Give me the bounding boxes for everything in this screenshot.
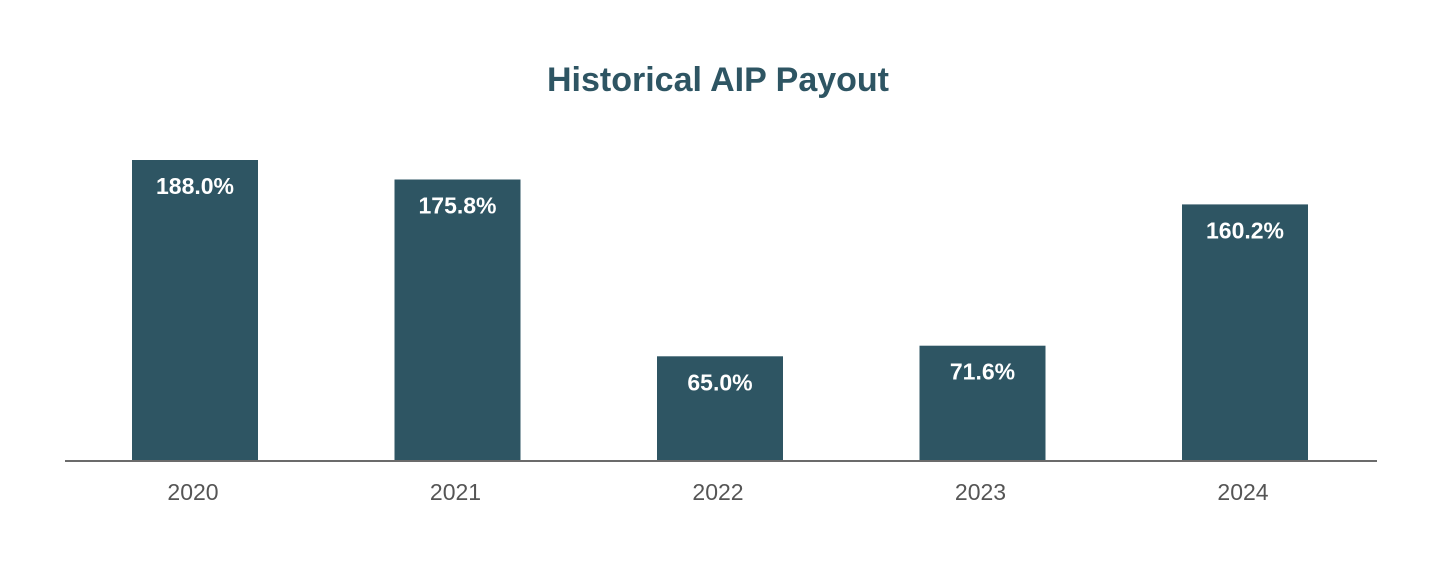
bar-2022 xyxy=(657,356,783,460)
data-label-2022: 65.0% xyxy=(687,369,752,395)
data-label-2021: 175.8% xyxy=(418,193,496,219)
x-tick-label-2024: 2024 xyxy=(1217,479,1268,505)
x-tick-label-2021: 2021 xyxy=(430,479,481,505)
bar-2021 xyxy=(394,179,521,460)
bar-2020 xyxy=(132,160,258,460)
x-axis-ticks: 2020 2021 2022 2023 2024 xyxy=(167,479,1268,505)
x-tick-label-2020: 2020 xyxy=(167,479,218,505)
chart-title: Historical AIP Payout xyxy=(547,61,889,99)
bars-group: 188.0% 175.8% 65.0% 71.6% 160.2% xyxy=(132,160,1308,460)
bar-2023 xyxy=(919,345,1046,460)
data-label-2020: 188.0% xyxy=(156,173,234,199)
bar-2024 xyxy=(1182,204,1308,460)
data-label-2024: 160.2% xyxy=(1206,217,1284,243)
x-tick-label-2022: 2022 xyxy=(692,479,743,505)
x-tick-label-2023: 2023 xyxy=(955,479,1006,505)
data-label-2023: 71.6% xyxy=(950,359,1015,385)
